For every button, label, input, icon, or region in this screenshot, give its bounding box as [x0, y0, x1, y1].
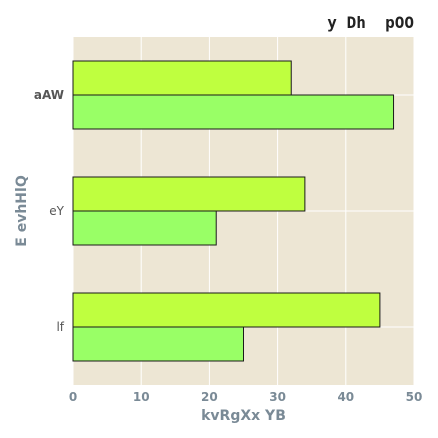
x-tick-label: 30 — [269, 390, 286, 404]
bar-lf-series-2 — [72, 326, 244, 362]
x-tick-label: 20 — [201, 390, 218, 404]
bar-lf-series-1 — [72, 292, 381, 328]
x-tick-label: 40 — [337, 390, 354, 404]
y-tick-label: eY — [49, 204, 64, 218]
bars — [72, 60, 395, 362]
x-tick-label: 50 — [406, 390, 423, 404]
x-tick-label: 0 — [69, 390, 77, 404]
bar-eY-series-1 — [72, 176, 306, 212]
bar-aAW-series-2 — [72, 94, 395, 130]
y-tick-label: aAW — [34, 88, 64, 102]
x-tick-labels: 0 10 20 30 40 50 — [69, 390, 423, 404]
bar-eY-series-2 — [72, 210, 217, 246]
bar-aAW-series-1 — [72, 60, 292, 96]
y-axis-label: E evhHlQ — [14, 175, 30, 247]
y-tick-labels: aAW eY lf — [34, 88, 65, 334]
x-axis-label: kvRgXx YB — [201, 408, 286, 424]
x-tick-label: 10 — [133, 390, 150, 404]
y-tick-label: lf — [56, 320, 64, 334]
chart-title: y Dh pOO — [327, 13, 414, 32]
